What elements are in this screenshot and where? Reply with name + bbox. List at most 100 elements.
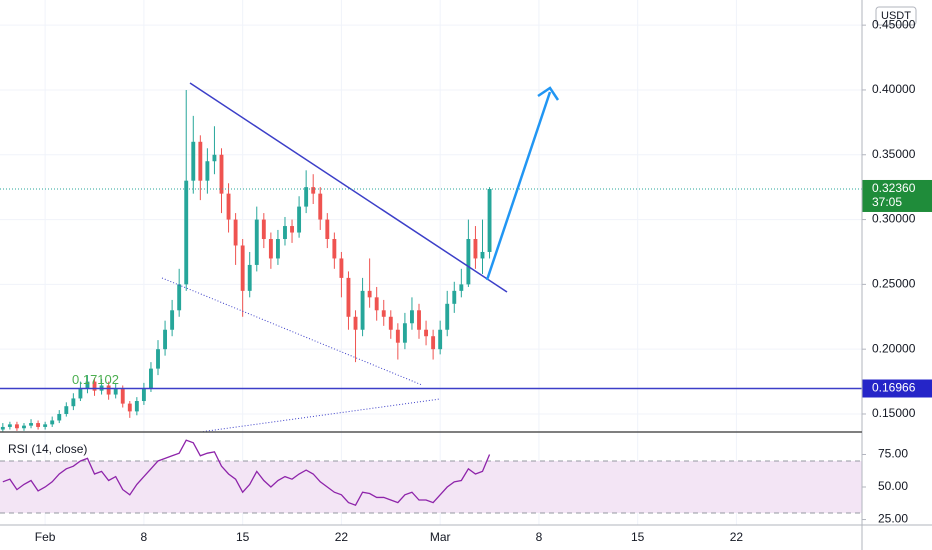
marks [0,89,492,507]
candle-body [198,141,203,181]
candle-body [156,349,160,369]
level-label: 0.16966 [872,381,916,395]
candle-body [473,239,478,259]
candle-body [247,264,252,291]
candle-body [113,388,118,395]
x-tick-label: 8 [141,530,148,544]
y-tick-label: 0.35000 [872,147,916,161]
candle-body [445,303,450,330]
x-tick-label: 22 [730,530,744,544]
candle-body [254,219,259,265]
x-tick-label: 15 [631,530,645,544]
candle-body [50,420,55,425]
candle-body [353,316,358,330]
candle-body [395,329,400,343]
y-tick-label: 0.25000 [872,277,916,291]
candle-body [106,385,111,395]
candle-body [466,239,471,285]
rsi-title: RSI (14, close) [8,442,87,456]
candle-body [339,258,344,278]
candle-body [36,423,41,427]
candle-body [346,277,351,317]
candle-body [275,239,280,259]
candle-body [141,388,146,402]
candle-body [360,290,365,330]
candle-body [388,316,393,330]
candle-body [459,284,464,291]
candle-body [7,424,12,427]
candle-body [311,187,316,194]
candle-body [120,388,125,404]
candle-body [163,329,168,350]
candle-body [205,161,210,181]
trend-line [189,82,508,293]
rsi-band [0,460,862,514]
level-label-box [862,379,932,398]
candle-body [85,381,90,389]
candle-body [268,239,273,259]
candle-body [0,426,5,430]
grid [0,0,862,525]
candle-body [233,219,238,246]
candle-body [424,329,429,337]
candle-body [226,193,231,220]
candle-body [14,424,19,429]
candle-body [127,403,132,412]
candle-body [417,310,421,330]
candle-body [381,310,386,317]
candle-body [78,388,83,399]
y-tick-label: 0.15000 [872,406,916,420]
candle-body [57,413,62,421]
unit-label: USDT [881,10,911,22]
candle-body [318,193,323,220]
y-tick-label: 0.45000 [872,17,916,31]
candle-body [64,406,69,414]
annotation: 0.17102 [72,372,119,387]
y-tick-label: 25.00 [878,512,908,526]
candle-body [240,245,245,291]
countdown: 37:05 [872,195,902,209]
x-tick-label: 15 [236,530,250,544]
y-tick-label: 50.00 [878,479,908,493]
candle-body [487,188,492,252]
rsi-line [2,439,491,507]
y-tick-label: 75.00 [878,447,908,461]
candle-body [134,401,139,412]
candle-body [290,226,294,233]
candle-body [219,154,224,194]
candle-body [22,425,26,429]
arrow [485,91,552,281]
candle-body [212,154,217,162]
candle-body [374,297,379,311]
x-tick-label: Mar [430,530,451,544]
arrow-head [537,86,560,101]
candle-body [29,423,33,426]
x-tick-label: Feb [35,530,56,544]
candle-body [367,290,372,298]
trend-line-dotted [161,277,423,386]
trend-line-dotted [199,398,441,433]
candle-body [43,424,48,427]
candle-body [92,381,97,391]
candle-body [438,329,443,350]
candle-body [149,368,153,389]
x-tick-label: 8 [536,530,543,544]
candle-body [283,226,287,240]
price-label-box [862,179,932,212]
price-label: 0.32360 [872,181,916,195]
candle-body [184,180,189,285]
candle-body [177,284,182,311]
candle-body [71,398,76,407]
x-tick-label: 22 [335,530,349,544]
candle-body [452,290,457,304]
y-tick-label: 0.20000 [872,341,916,355]
y-tick-label: 0.30000 [872,212,916,226]
candle-body [410,310,414,324]
candle-body [480,251,485,259]
candle-body [332,239,337,259]
candle-body [325,219,330,240]
candle-body [304,187,309,207]
unit-box[interactable] [875,6,917,26]
